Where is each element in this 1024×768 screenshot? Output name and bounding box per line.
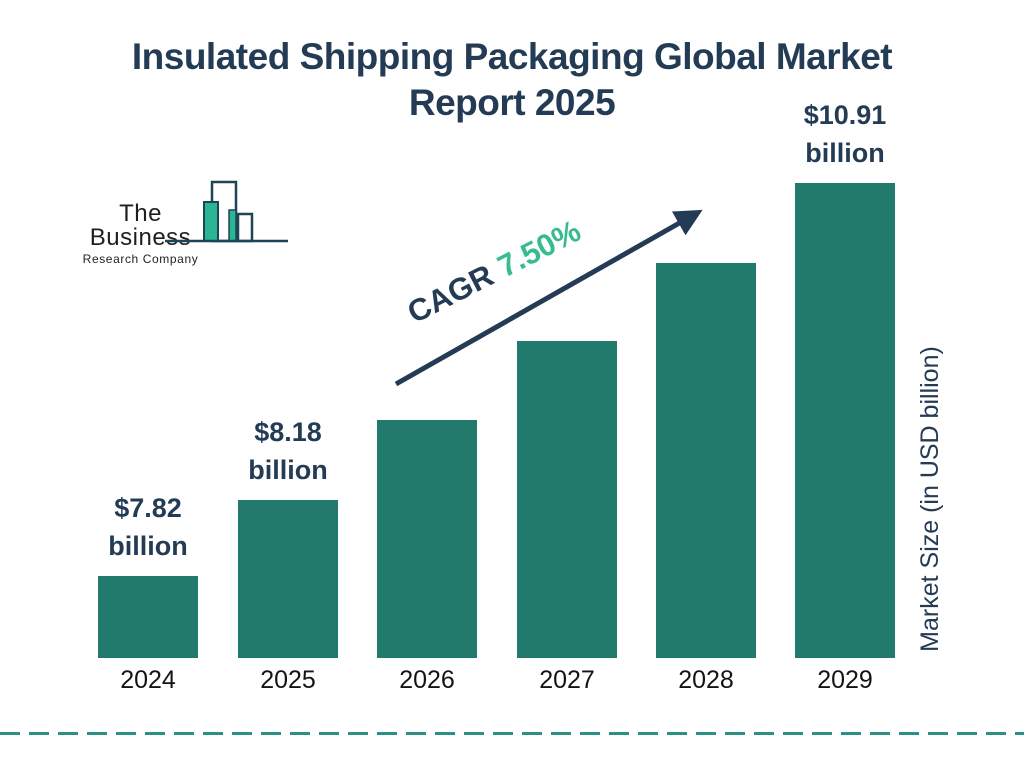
y-axis-label: Market Size (in USD billion)	[916, 346, 944, 652]
cagr-label: CAGR	[401, 257, 500, 331]
bar-2026	[377, 420, 477, 658]
value-label-2025: $8.18 billion	[208, 413, 368, 489]
bar-2028	[656, 263, 756, 658]
x-tick-2025: 2025	[260, 666, 316, 694]
x-tick-2026: 2026	[399, 666, 455, 694]
bottom-dashed-divider	[0, 732, 1024, 735]
title-line-2: Report 2025	[408, 82, 616, 124]
cagr-value: 7.50%	[492, 213, 587, 285]
cagr-annotation: CAGR7.50%	[402, 213, 587, 331]
bar-2024	[98, 576, 198, 658]
value-label-2024: $7.82 billion	[68, 489, 228, 565]
x-tick-2029: 2029	[817, 666, 873, 694]
value-amount: $8.18	[254, 417, 322, 447]
value-unit: billion	[108, 531, 188, 561]
page-title: Insulated Shipping Packaging Global Mark…	[0, 34, 1024, 127]
company-logo-text: The Business Research Company	[78, 200, 203, 267]
logo-subname: Research Company	[82, 252, 199, 266]
value-label-2029: $10.91 billion	[765, 96, 925, 172]
logo-name: The Business	[89, 200, 192, 251]
value-amount: $10.91	[803, 100, 887, 130]
x-tick-2024: 2024	[120, 666, 176, 694]
bar-2027	[517, 341, 617, 658]
x-tick-2028: 2028	[678, 666, 734, 694]
bar-2025	[238, 500, 338, 658]
bar-chart-logo-icon	[165, 180, 288, 243]
title-line-1: Insulated Shipping Packaging Global Mark…	[131, 36, 893, 77]
company-logo: The Business Research Company	[70, 178, 290, 266]
x-tick-2027: 2027	[539, 666, 595, 694]
value-amount: $7.82	[114, 493, 182, 523]
value-unit: billion	[248, 455, 328, 485]
bar-2029	[795, 183, 895, 658]
value-unit: billion	[805, 138, 885, 168]
